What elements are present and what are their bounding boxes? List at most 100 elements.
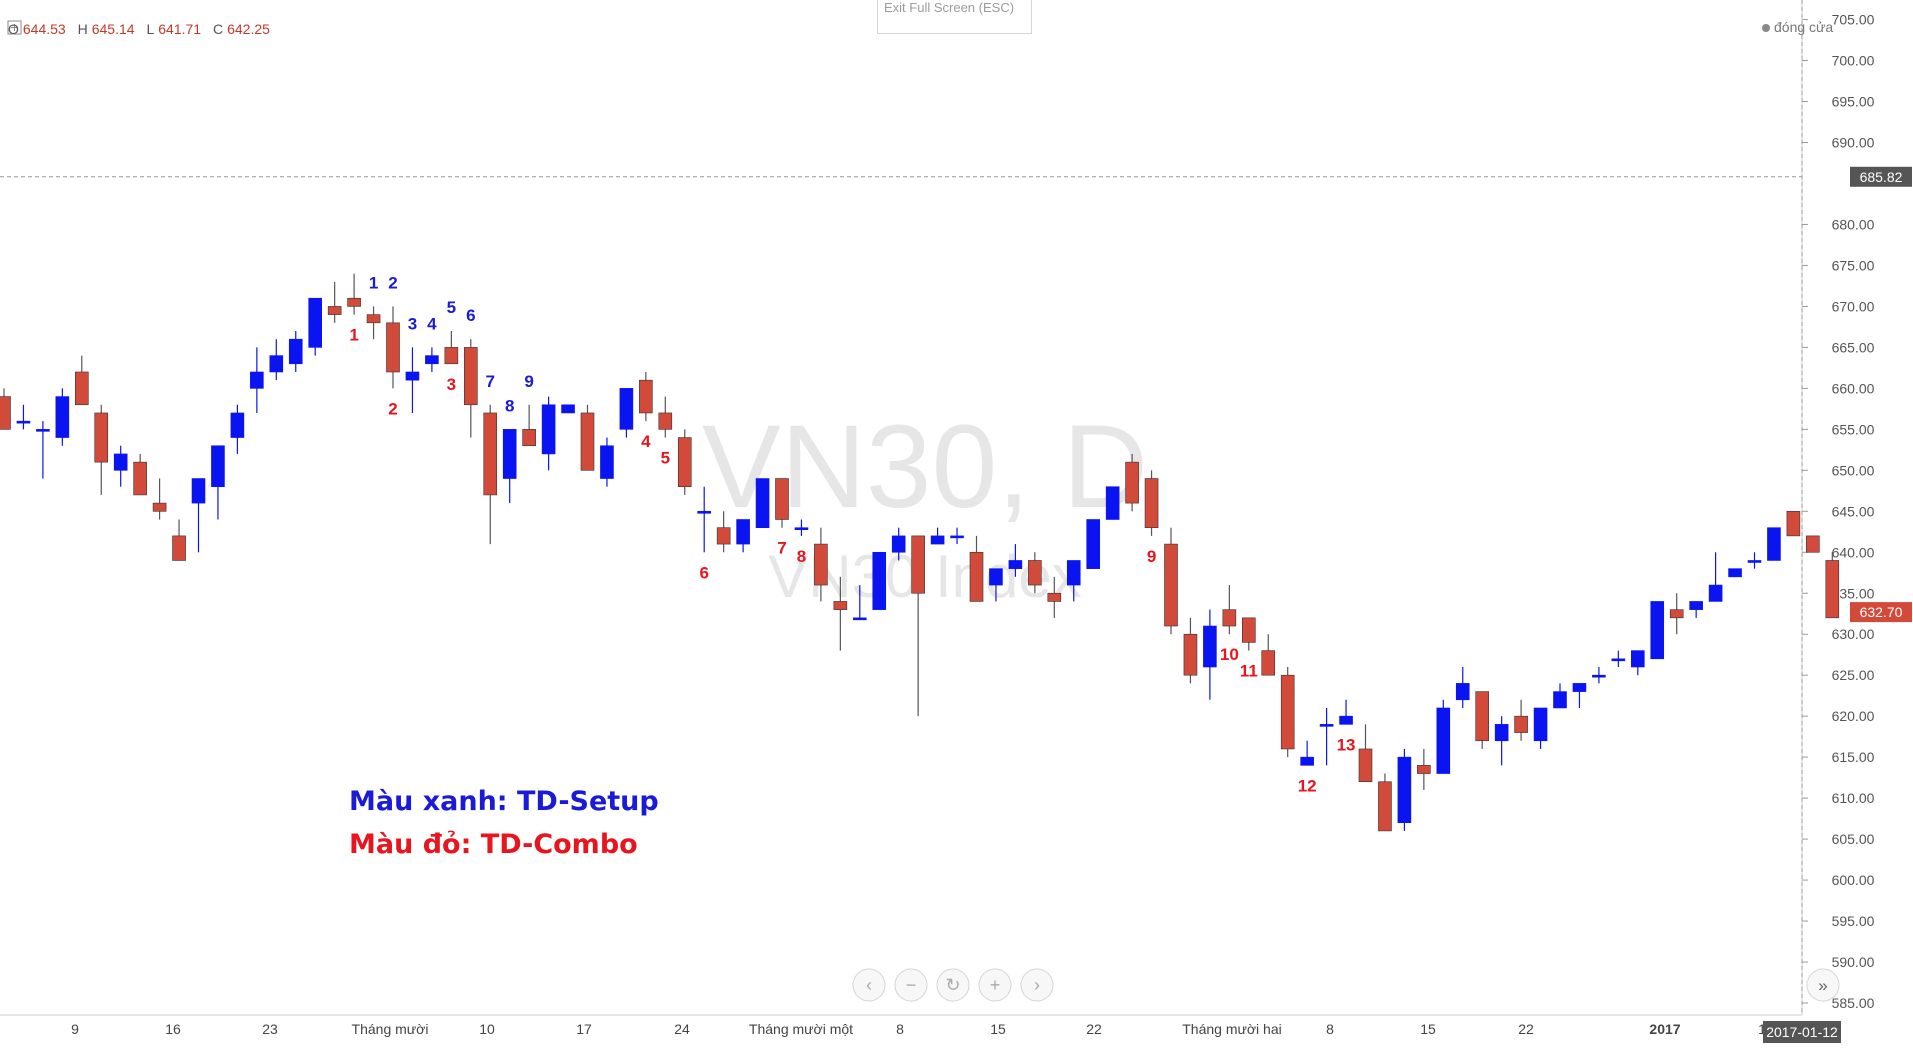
td-setup-label: 1 — [369, 273, 378, 292]
fast-forward-glyph: » — [1818, 976, 1827, 995]
candle-body — [775, 478, 789, 520]
td-combo-label: 12 — [1298, 776, 1317, 795]
zoom-out-button[interactable]: − — [894, 968, 928, 1002]
x-tick-label: 15 — [990, 1021, 1006, 1037]
candle-body — [1708, 584, 1723, 602]
candle-body — [1358, 748, 1373, 783]
y-tick-label: 630.00 — [1832, 626, 1875, 642]
y-tick-label: 700.00 — [1832, 53, 1875, 69]
y-tick-label: 675.00 — [1832, 257, 1875, 273]
td-combo-label: 7 — [777, 539, 786, 558]
reset-icon-glyph: ↻ — [945, 975, 960, 995]
scroll-right-button[interactable]: › — [1020, 968, 1054, 1002]
candle-body — [755, 478, 770, 528]
x-tick-label: 17 — [576, 1021, 592, 1037]
candle-body — [716, 527, 731, 545]
candle-body — [308, 297, 323, 348]
candle-body — [425, 355, 439, 365]
candle-body — [1028, 560, 1042, 586]
candle-body — [1222, 609, 1237, 627]
ohlc-o-label: O — [8, 21, 19, 37]
candle-body — [639, 379, 653, 414]
candle-body — [814, 543, 828, 586]
ohlc-readout: O 644.53 H 645.14 L 641.71 C 642.25 — [8, 21, 278, 37]
last-price-tag — [1850, 602, 1912, 623]
y-tick-label: 610.00 — [1832, 790, 1875, 806]
y-tick-label: 585.00 — [1832, 995, 1875, 1011]
candle-body — [1047, 592, 1062, 602]
zoom-in-button[interactable]: + — [978, 968, 1012, 1002]
y-tick-label: 655.00 — [1832, 421, 1875, 437]
candle-body — [463, 347, 478, 406]
candle-body — [989, 568, 1003, 586]
close-legend[interactable]: đóng cửa — [1762, 19, 1833, 35]
candle-body — [561, 404, 575, 414]
candle-body — [1806, 535, 1820, 553]
candle-body — [1494, 724, 1509, 742]
y-tick-label: 600.00 — [1832, 872, 1875, 888]
exit-fullscreen-button[interactable]: Exit Full Screen (ESC) — [877, 0, 1032, 34]
candle-body — [1086, 519, 1100, 569]
y-tick-label: 650.00 — [1832, 462, 1875, 478]
ohlc-l-label: L — [146, 21, 155, 37]
ohlc-c-label: C — [212, 21, 224, 37]
reset-icon — [936, 968, 970, 1002]
reset-button[interactable]: ↻ — [936, 968, 970, 1002]
candle-body — [327, 306, 342, 315]
x-tick-label: 15 — [1420, 1021, 1436, 1037]
x-tick-label: 10 — [479, 1021, 495, 1037]
td-combo-label: 1 — [349, 326, 358, 345]
td-combo-label: 2 — [388, 399, 397, 418]
x-tick-label: 1 — [1758, 1021, 1766, 1037]
candle-body — [1669, 609, 1684, 619]
candle-body — [1417, 765, 1431, 774]
candle-body — [152, 502, 167, 512]
td-setup-label: 8 — [505, 396, 514, 415]
scroll-to-latest-button[interactable]: » — [1806, 968, 1840, 1002]
ohlc-h-value: 645.14 — [91, 21, 135, 37]
candle-body — [386, 322, 400, 373]
candle-body — [1767, 527, 1781, 561]
candle-body — [1008, 560, 1023, 569]
candle-body — [930, 535, 945, 545]
x-tick-label: 22 — [1086, 1021, 1102, 1037]
candle-body — [502, 429, 517, 479]
close-legend-dot — [1762, 24, 1770, 32]
candle-body — [0, 396, 11, 430]
candle-body — [1514, 715, 1528, 733]
candle-body — [172, 535, 186, 561]
x-tick-label: 23 — [262, 1021, 278, 1037]
candle-body — [1572, 683, 1587, 692]
candle-body — [1611, 658, 1626, 662]
x-tick-label: 8 — [896, 1021, 904, 1037]
candle-body — [911, 535, 925, 594]
scroll-right-icon — [1020, 968, 1054, 1002]
x-tick-label: 2017 — [1649, 1021, 1680, 1037]
x-tick-label: Tháng mười — [352, 1021, 429, 1037]
candle-body — [250, 371, 264, 389]
candle-body — [269, 355, 284, 373]
zoom-in-icon-glyph: + — [990, 975, 1001, 995]
scroll-left-button[interactable]: ‹ — [852, 968, 886, 1002]
candle-body — [1261, 650, 1276, 676]
y-tick-label: 635.00 — [1832, 585, 1875, 601]
candle-body — [444, 347, 459, 365]
zoom-out-icon — [894, 968, 928, 1002]
x-tick-label: Tháng mười một — [749, 1021, 853, 1037]
td-combo-label: 8 — [797, 547, 806, 566]
y-tick-label: 705.00 — [1832, 12, 1875, 28]
candle-body — [94, 412, 109, 463]
td-setup-label: 6 — [466, 306, 475, 325]
x-tick-label: 24 — [674, 1021, 690, 1037]
fast-forward-icon — [1806, 968, 1840, 1002]
y-tick-label: 625.00 — [1832, 667, 1875, 683]
candle-body — [113, 453, 128, 471]
candle-body — [950, 535, 964, 539]
candle-body — [1164, 543, 1178, 627]
y-tick-label: 665.00 — [1832, 339, 1875, 355]
scroll-left-icon-glyph: ‹ — [866, 975, 872, 995]
zoom-out-icon-glyph: − — [906, 975, 917, 995]
add-indicator-button[interactable] — [7, 20, 22, 35]
